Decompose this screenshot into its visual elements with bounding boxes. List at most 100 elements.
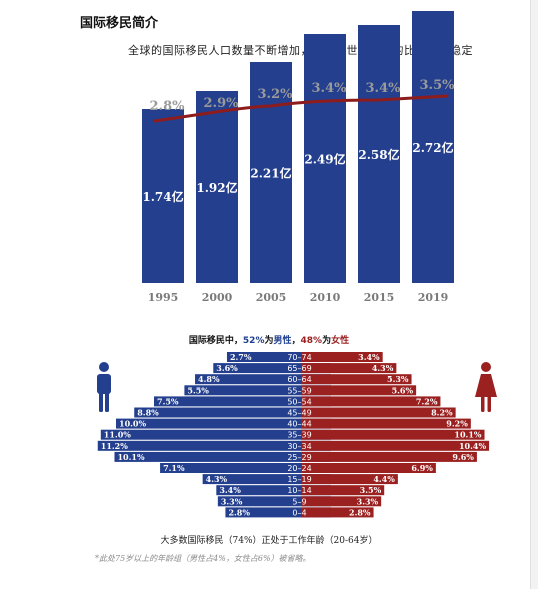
female-bar-20–24: [331, 463, 436, 473]
male-percent-label: 4.3%: [206, 474, 228, 484]
male-percent-label: 11.2%: [101, 441, 128, 451]
age-group-label: 55–59: [287, 386, 311, 395]
female-bar-40–44: [331, 418, 471, 429]
age-label-band-female: [301, 496, 331, 507]
age-group-label: 45–49: [287, 409, 311, 418]
age-group-label: 10–14: [287, 486, 311, 495]
population-bar-2015: [358, 25, 400, 283]
female-bar-60–64: [331, 374, 412, 385]
male-bar-20–24: [160, 463, 268, 473]
male-bar-35–39: [100, 429, 268, 440]
male-bar-15–19: [202, 474, 268, 485]
male-percent-label: 4.8%: [198, 374, 220, 384]
female-bar-55–59: [331, 385, 417, 396]
male-person-icon: [97, 362, 111, 412]
female-bar-30–34: [331, 440, 490, 451]
male-percent-label: 3.3%: [221, 496, 243, 506]
age-group-label: 65–69: [287, 364, 311, 373]
share-percent-label: 2.8%: [150, 99, 186, 114]
age-group-label: 5–9: [292, 497, 306, 506]
male-bar-70–74: [226, 352, 268, 362]
population-value-label: 2.21亿: [250, 166, 291, 181]
female-bar-15–19: [331, 474, 398, 485]
age-label-band: [268, 485, 331, 496]
age-group-label: 30–34: [287, 442, 311, 451]
population-value-label: 1.92亿: [196, 180, 237, 195]
migrant-population-bar-chart: 1.74亿 1995 1.92亿 2000 2.21亿 2005 2.49亿 2010 2.58…: [142, 11, 455, 304]
age-group-label: 60–64: [287, 375, 311, 384]
female-percent-label: 8.2%: [431, 408, 453, 418]
age-label-band: [268, 440, 331, 451]
female-percent-label: 3.3%: [357, 496, 379, 506]
male-percent-label: 11.0%: [104, 430, 131, 440]
year-tick-label: 2005: [256, 291, 287, 304]
year-tick-label: 2010: [310, 291, 341, 304]
male-bar-50–54: [154, 396, 268, 407]
female-word: 女性: [331, 336, 350, 346]
female-percent-label: 5.3%: [387, 374, 409, 384]
age-label-band: [268, 363, 331, 374]
age-label-band-female: [301, 374, 331, 385]
female-percent-label: 2.8%: [349, 507, 371, 517]
share-percent-label: 3.4%: [366, 81, 402, 96]
age-label-band-female: [301, 507, 331, 518]
age-label-band-female: [301, 485, 331, 496]
male-percent-label: 5.5%: [187, 385, 209, 395]
female-percent-label: 4.4%: [373, 474, 395, 484]
age-group-label: 70–74: [287, 353, 311, 362]
pyramid-title-mid: 为: [264, 336, 274, 346]
male-bar-60–64: [195, 374, 268, 385]
male-percent-label: 10.0%: [119, 419, 146, 429]
female-bar-65–69: [331, 363, 397, 374]
age-label-band-female: [301, 429, 331, 440]
age-label-band-female: [301, 407, 331, 418]
page-title: 国际移民简介: [80, 16, 159, 31]
age-group-label: 35–39: [287, 431, 311, 440]
age-label-band: [268, 374, 331, 385]
female-percent-label: 10.4%: [459, 441, 486, 451]
age-group-label: 25–29: [287, 453, 311, 462]
male-bar-5–9: [217, 496, 268, 507]
pyramid-title-sep: ，: [291, 336, 301, 346]
population-bar-2019: [412, 11, 454, 283]
male-bar-10–14: [216, 485, 268, 496]
female-share: 48%: [300, 336, 323, 346]
age-label-band: [268, 451, 331, 462]
male-bar-30–34: [97, 440, 268, 451]
male-percent-label: 8.8%: [137, 408, 159, 418]
female-percent-label: 9.2%: [446, 419, 468, 429]
age-group-label: 15–19: [287, 475, 311, 484]
age-label-band: [268, 352, 331, 362]
age-label-band: [268, 463, 331, 473]
share-of-world-population-line: [153, 94, 449, 123]
male-bar-55–59: [184, 385, 268, 396]
male-percent-label: 3.4%: [219, 485, 241, 495]
age-group-label: 0–4: [292, 508, 306, 517]
female-percent-label: 3.4%: [358, 352, 380, 362]
female-bar-10–14: [331, 485, 385, 496]
share-percent-label: 3.4%: [312, 81, 348, 96]
age-label-band: [268, 385, 331, 396]
footnote: *此处75岁以上的年龄组（男性占4%，女性占6%）被省略。: [95, 554, 311, 563]
male-bar-45–49: [134, 407, 268, 418]
scrollbar-track[interactable]: [530, 0, 538, 589]
age-label-band: [268, 496, 331, 507]
female-bar-0–4: [331, 507, 374, 518]
pyramid-title-mid2: 为: [322, 336, 332, 346]
male-share: 52%: [242, 336, 265, 346]
age-label-band-female: [301, 451, 331, 462]
age-label-band: [268, 407, 331, 418]
age-label-band-female: [301, 352, 331, 362]
year-tick-label: 2000: [202, 291, 233, 304]
male-word: 男性: [273, 336, 292, 346]
female-percent-label: 10.1%: [454, 430, 481, 440]
female-bar-70–74: [331, 352, 383, 362]
male-percent-label: 7.1%: [163, 463, 185, 473]
age-group-label: 50–54: [287, 397, 311, 406]
pyramid-title: 国际移民中，52%为男性，48%为女性: [0, 333, 538, 346]
population-bar-2005: [250, 62, 292, 283]
age-label-band: [268, 474, 331, 485]
age-label-band: [268, 429, 331, 440]
population-value-label: 2.58亿: [358, 147, 399, 162]
